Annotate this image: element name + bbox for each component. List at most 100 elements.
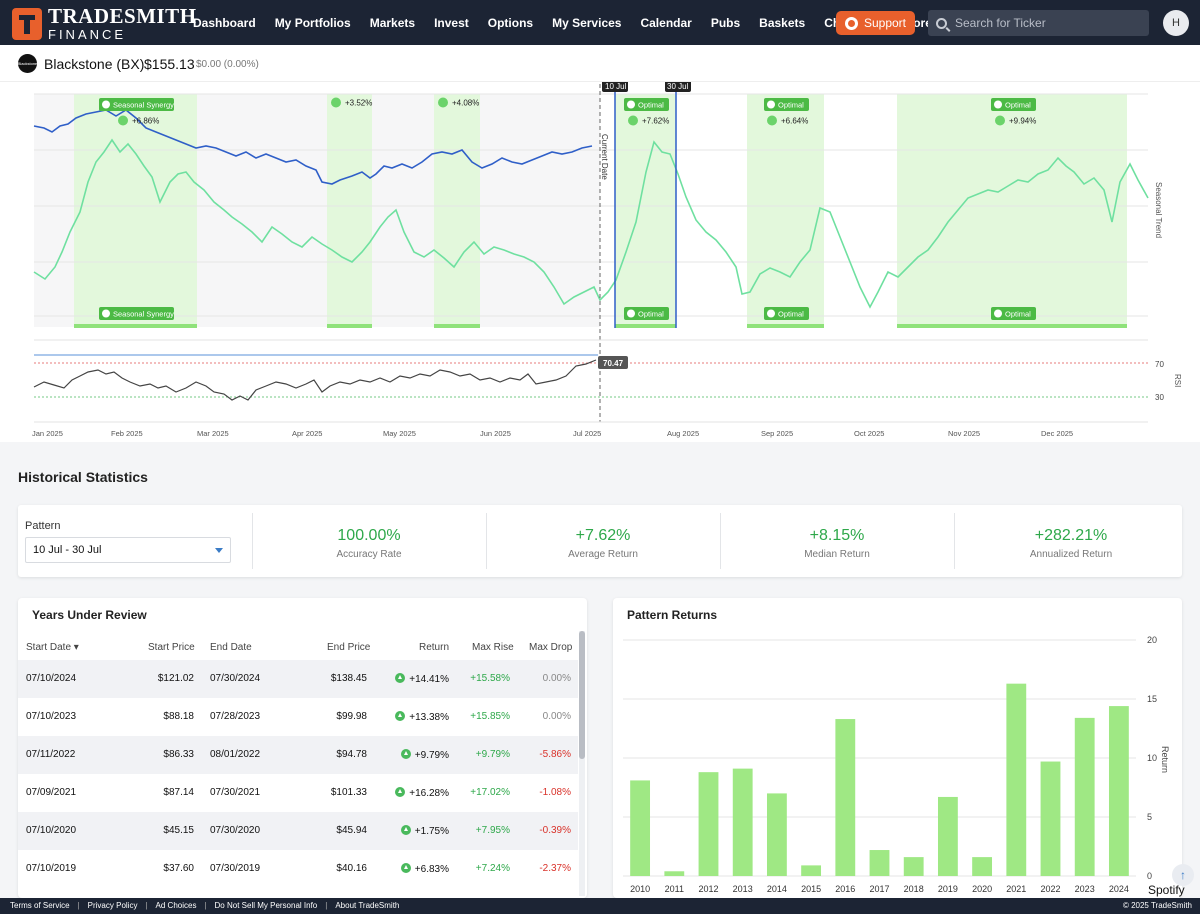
- zone-return-1: +6.86%: [118, 115, 159, 126]
- zone-bottom-badge-5[interactable]: Optimal: [764, 307, 809, 320]
- current-date-label: Current Date: [600, 134, 609, 180]
- y-tick-label: 0: [1147, 871, 1152, 881]
- ticker-header: Blackstone Blackstone (BX) $155.13 $0.00…: [0, 45, 1200, 82]
- bar-2024[interactable]: [1108, 706, 1129, 876]
- table-row[interactable]: 07/10/2024 $121.02 07/30/2024 $138.45 +1…: [18, 660, 578, 698]
- col-end-date[interactable]: End Date: [210, 642, 252, 653]
- zone-badge-4[interactable]: Optimal: [624, 98, 669, 111]
- bar-2021[interactable]: [1006, 683, 1027, 876]
- logo-wordmark: TRADESMITH: [48, 4, 197, 28]
- up-arrow-icon: [400, 825, 411, 835]
- bar-2017[interactable]: [869, 850, 890, 876]
- x-tick-label: 2019: [938, 884, 958, 894]
- stat-label: Accuracy Rate: [336, 549, 402, 560]
- footer-link-privacy[interactable]: Privacy Policy: [87, 901, 138, 910]
- zone-2[interactable]: [327, 94, 372, 327]
- col-max-drop[interactable]: Max Drop: [529, 642, 573, 653]
- bar-2018[interactable]: [903, 857, 924, 876]
- arrow-up-icon: ↑: [1180, 868, 1186, 882]
- zone-bottom-badge-4[interactable]: Optimal: [624, 307, 669, 320]
- footer-link-do-not-sell[interactable]: Do Not Sell My Personal Info: [214, 901, 318, 910]
- rsi-tick-30: 30: [1155, 393, 1164, 402]
- user-avatar[interactable]: H: [1163, 10, 1189, 36]
- svg-text:+9.94%: +9.94%: [1009, 117, 1036, 126]
- bar-2019[interactable]: [937, 796, 958, 876]
- bar-2013[interactable]: [732, 768, 753, 876]
- bar-2020[interactable]: [972, 857, 993, 876]
- pattern-select[interactable]: 10 Jul - 30 Jul: [25, 537, 231, 563]
- support-button[interactable]: Support: [836, 11, 915, 35]
- stat-value: 100.00%: [337, 527, 401, 544]
- table-row[interactable]: 07/10/2019 $37.60 07/30/2019 $40.16 +6.8…: [26, 863, 571, 875]
- nav-item-invest[interactable]: Invest: [434, 15, 469, 30]
- zone-optimal-jul[interactable]: [615, 94, 676, 327]
- zone-badge-1[interactable]: Seasonal Synergy: [99, 98, 174, 111]
- stat-label: Annualized Return: [1029, 549, 1113, 560]
- zone-optimal-oct[interactable]: [897, 94, 1127, 327]
- search-input[interactable]: [955, 16, 1135, 30]
- nav-item-options[interactable]: Options: [487, 15, 534, 30]
- stat-label: Average Return: [568, 549, 638, 560]
- zone-badge-5[interactable]: Optimal: [764, 98, 809, 111]
- col-start-price[interactable]: Start Price: [148, 642, 195, 653]
- svg-text:Optimal: Optimal: [778, 310, 804, 319]
- y-tick-label: 10: [1147, 753, 1157, 763]
- footer-link-ad-choices[interactable]: Ad Choices: [155, 901, 197, 910]
- bar-2023[interactable]: [1074, 717, 1095, 876]
- zone-bottom-badge-1[interactable]: Seasonal Synergy: [99, 307, 174, 320]
- svg-text:+4.08%: +4.08%: [452, 99, 479, 108]
- footer-link-terms[interactable]: Terms of Service: [10, 901, 70, 910]
- bar-2022[interactable]: [1040, 761, 1061, 876]
- nav-item-calendar[interactable]: Calendar: [640, 15, 692, 30]
- pattern-returns-title: Pattern Returns: [627, 608, 718, 622]
- up-arrow-icon: [331, 97, 341, 108]
- search-icon: [936, 17, 947, 29]
- tradesmith-logo[interactable]: TRADESMITH FINANCE: [12, 6, 197, 41]
- bar-2014[interactable]: [766, 793, 787, 876]
- rsi-tick-70: 70: [1155, 360, 1164, 369]
- footer-link-about[interactable]: About TradeSmith: [335, 901, 400, 910]
- table-row[interactable]: 07/11/2022 $86.33 08/01/2022 $94.78 +9.7…: [18, 736, 578, 774]
- zone-3[interactable]: [434, 94, 480, 327]
- month-label: Aug 2025: [667, 429, 699, 438]
- month-label: Sep 2025: [761, 429, 793, 438]
- col-max-rise[interactable]: Max Rise: [472, 642, 514, 653]
- stats-card: Pattern 10 Jul - 30 Jul 100.00% Accuracy…: [18, 505, 1182, 577]
- table-row[interactable]: 07/10/2023 $88.18 07/28/2023 $99.98 +13.…: [26, 711, 571, 723]
- zone-bottom-badge-6[interactable]: Optimal: [991, 307, 1036, 320]
- ticker-change: $0.00 (0.00%): [196, 59, 259, 70]
- scroll-to-top-button[interactable]: ↑: [1172, 864, 1194, 886]
- nav-item-dashboard[interactable]: Dashboard: [193, 15, 256, 30]
- ticker-price: $155.13: [144, 56, 195, 72]
- nav-item-baskets[interactable]: Baskets: [759, 15, 806, 30]
- zone-seasonal-synergy[interactable]: [74, 94, 197, 327]
- nav-item-markets[interactable]: Markets: [369, 15, 416, 30]
- up-arrow-icon: [395, 711, 406, 721]
- tradesmith-logo-icon: [12, 7, 42, 40]
- col-start-date[interactable]: Start Date ▾: [26, 642, 79, 653]
- col-return[interactable]: Return: [419, 642, 450, 653]
- bar-2012[interactable]: [698, 772, 719, 876]
- table-row[interactable]: 07/10/2020 $45.15 07/30/2020 $45.94 +1.7…: [18, 812, 578, 850]
- svg-text:Seasonal Synergy: Seasonal Synergy: [113, 310, 174, 319]
- x-tick-label: 2015: [801, 884, 821, 894]
- scrollbar-thumb[interactable]: [579, 631, 585, 759]
- bar-2011[interactable]: [664, 871, 685, 876]
- window-end-tag: [665, 82, 691, 92]
- zone-badge-6[interactable]: Optimal: [991, 98, 1036, 111]
- month-label: Nov 2025: [948, 429, 980, 438]
- col-end-price[interactable]: End Price: [327, 642, 371, 653]
- bar-2016[interactable]: [835, 719, 856, 876]
- svg-text:+6.86%: +6.86%: [132, 117, 159, 126]
- table-row[interactable]: 07/09/2021 $87.14 07/30/2021 $101.33 +16…: [26, 787, 571, 799]
- nav-item-my-services[interactable]: My Services: [552, 15, 622, 30]
- bar-2010[interactable]: [630, 780, 651, 876]
- bar-2015[interactable]: [801, 865, 822, 876]
- nav-item-my-portfolios[interactable]: My Portfolios: [274, 15, 351, 30]
- stat-label: Median Return: [804, 549, 870, 560]
- price-line: [33, 109, 593, 185]
- zone-optimal-aug[interactable]: [747, 94, 824, 327]
- returns-x-axis: 2010 2011 2012 2013 2014 2015 2016 2017 2018 2019…: [630, 884, 1129, 894]
- table-scrollbar[interactable]: [579, 631, 585, 896]
- nav-item-pubs[interactable]: Pubs: [710, 15, 741, 30]
